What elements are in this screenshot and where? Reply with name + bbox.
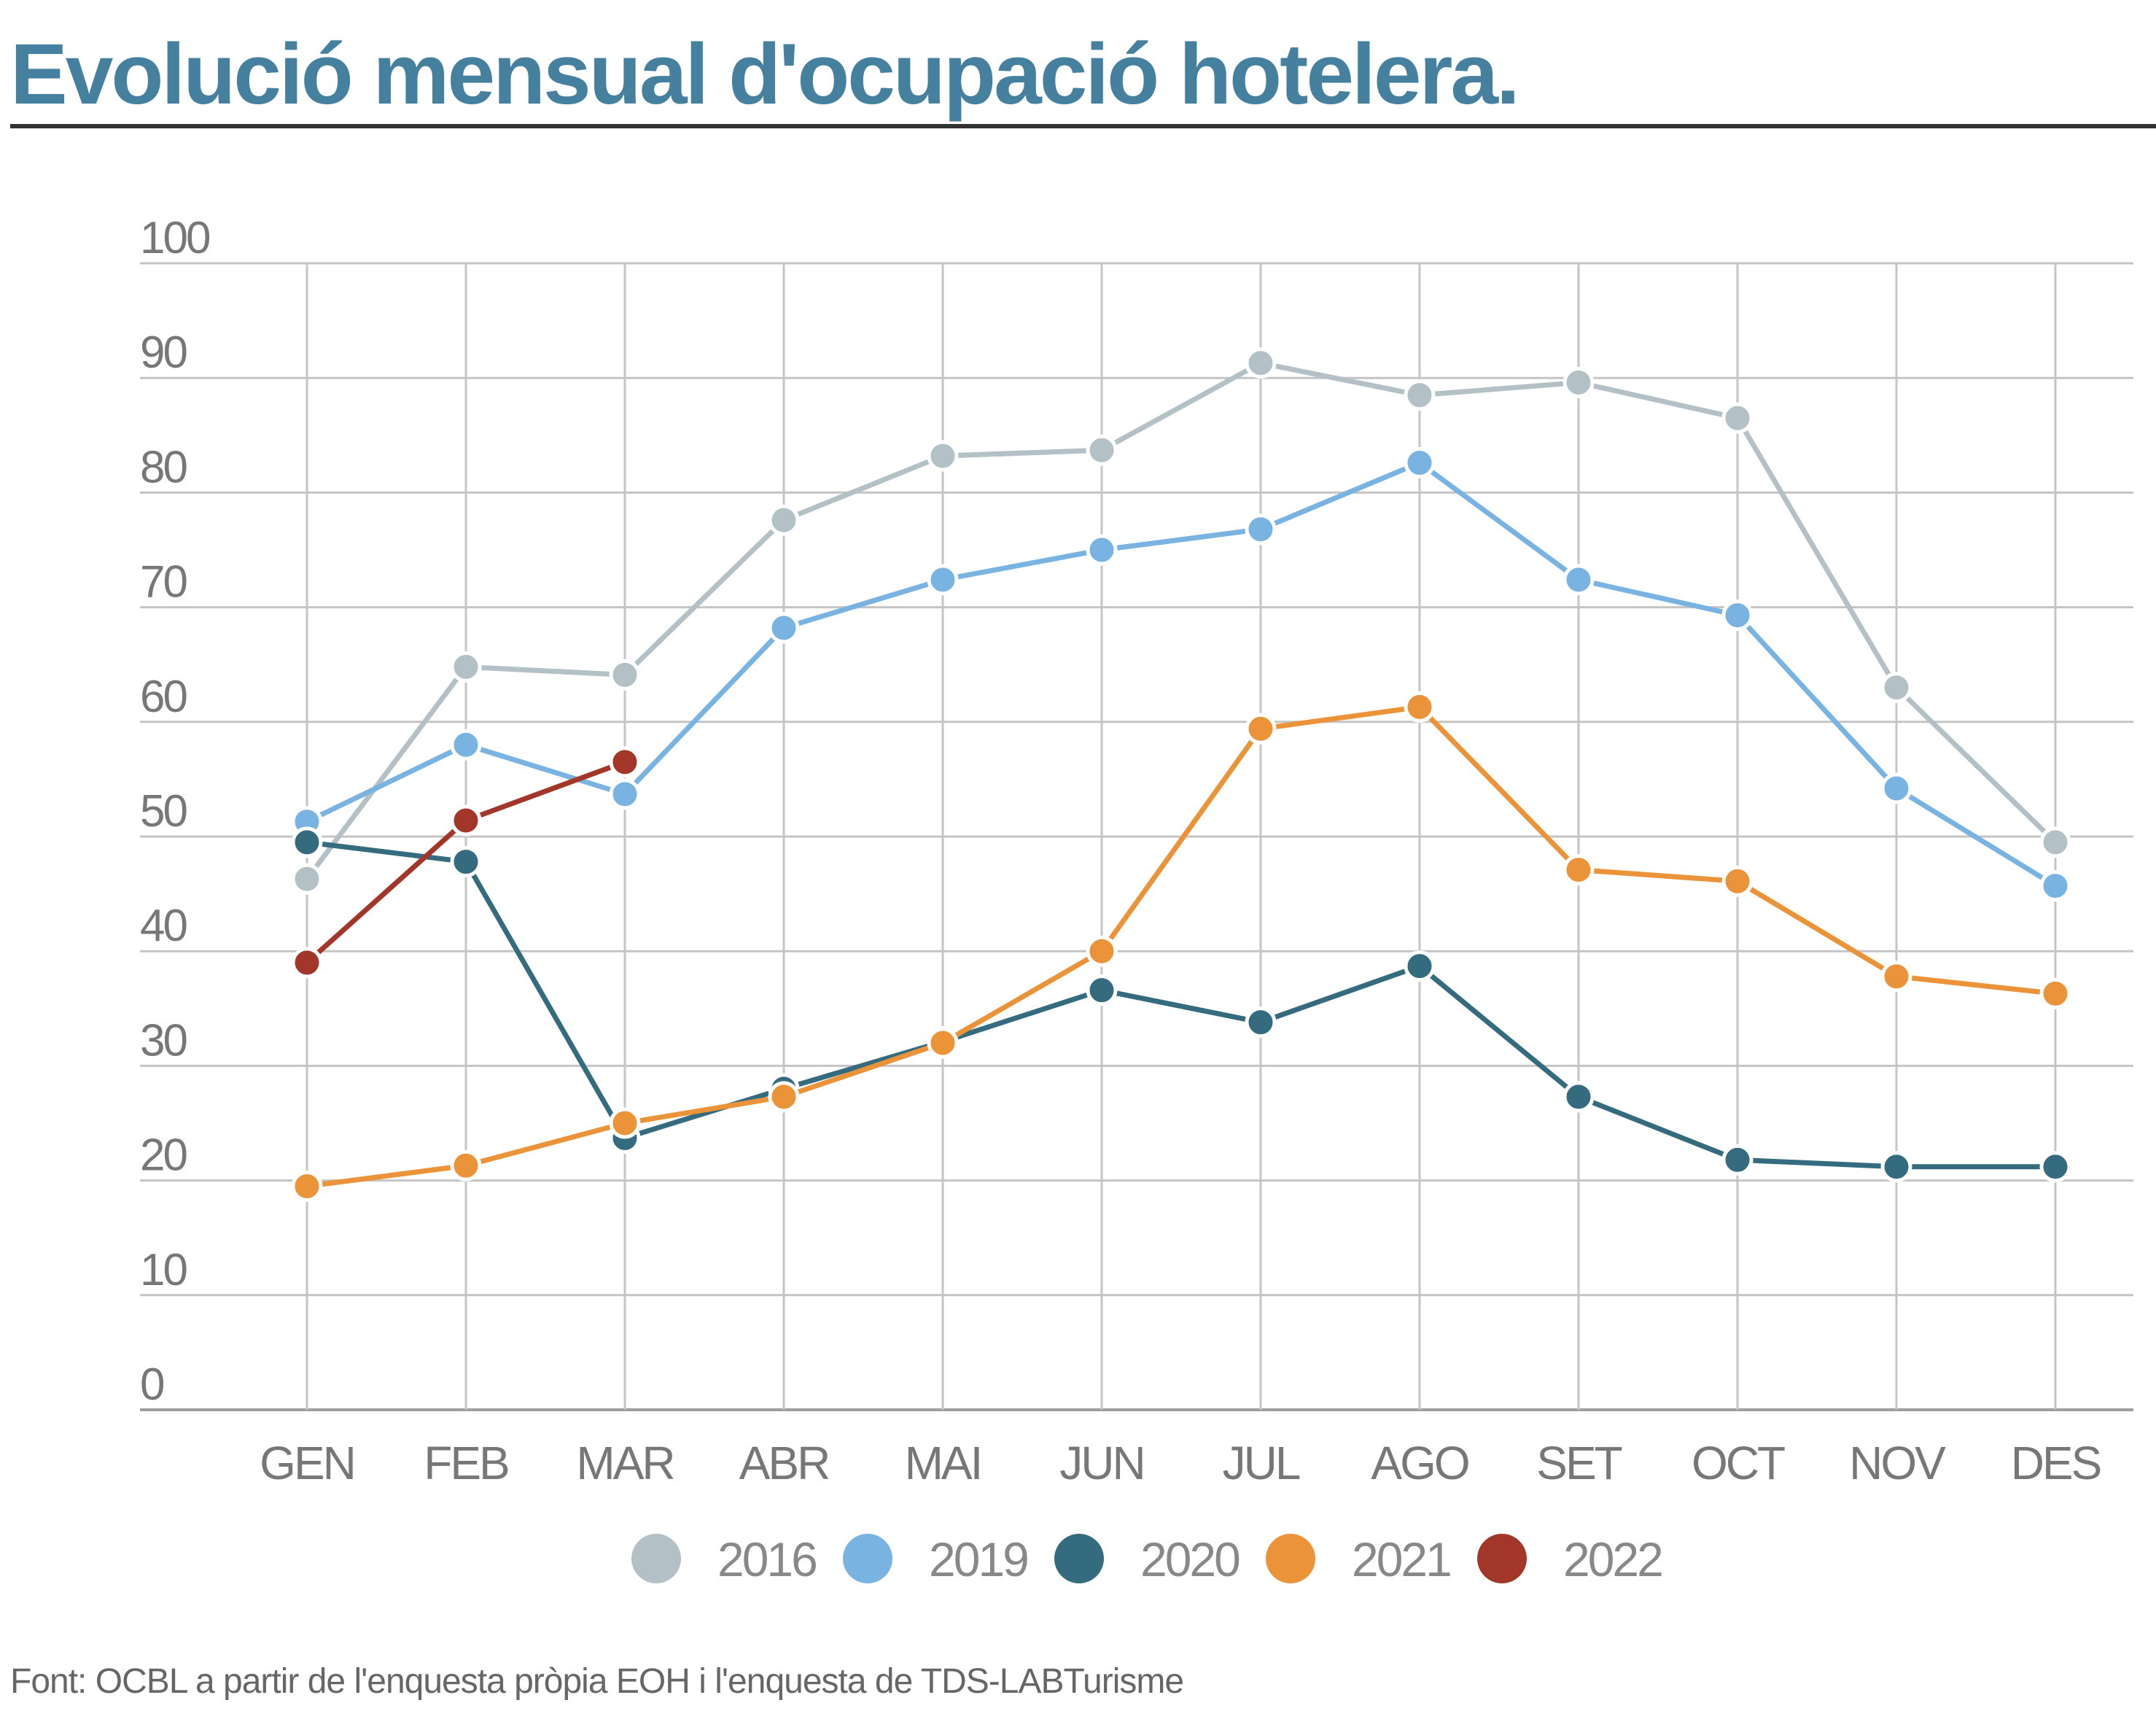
y-tick-label: 40 <box>140 901 187 951</box>
y-tick-label: 90 <box>140 327 187 378</box>
x-tick-label: GEN <box>260 1437 354 1489</box>
data-point-2019 <box>1562 564 1595 596</box>
data-point-2020 <box>1721 1144 1754 1176</box>
data-point-2016 <box>927 440 959 472</box>
x-tick-label: OCT <box>1692 1437 1785 1489</box>
y-tick-label: 0 <box>140 1359 164 1410</box>
data-point-2016 <box>1880 672 1912 704</box>
data-point-2020 <box>2039 1151 2071 1183</box>
data-point-2021 <box>1721 865 1754 897</box>
data-point-2021 <box>2039 977 2071 1009</box>
legend-label-2021: 2021 <box>1352 1532 1450 1586</box>
y-tick-label: 10 <box>140 1245 187 1295</box>
y-tick-label: 100 <box>140 213 210 263</box>
y-tick-label: 80 <box>140 442 187 492</box>
data-point-2020 <box>1880 1151 1912 1183</box>
source-note: Font: OCBL a partir de l'enquesta pròpia… <box>10 1662 1184 1701</box>
data-point-2019 <box>1245 513 1277 546</box>
series <box>291 347 2071 1202</box>
legend-swatch-2016 <box>631 1534 681 1583</box>
data-point-2021 <box>609 1107 641 1139</box>
legend-label-2020: 2020 <box>1140 1532 1239 1586</box>
data-point-2021 <box>291 1170 323 1202</box>
x-tick-label: MAI <box>905 1437 981 1489</box>
data-point-2019 <box>2039 870 2071 902</box>
data-point-2022 <box>450 804 482 837</box>
x-tick-label: AGO <box>1371 1437 1468 1489</box>
x-tick-label: NOV <box>1849 1437 1946 1489</box>
data-point-2020 <box>291 826 323 858</box>
grid <box>140 262 2133 1411</box>
legend-label-2016: 2016 <box>717 1532 816 1586</box>
data-point-2016 <box>1562 366 1595 398</box>
data-point-2021 <box>768 1081 800 1113</box>
data-point-2016 <box>1404 379 1436 411</box>
data-point-2020 <box>1245 1006 1277 1039</box>
data-point-2021 <box>1245 713 1277 745</box>
x-tick-label: JUN <box>1059 1437 1143 1489</box>
data-point-2020 <box>450 846 482 878</box>
y-tick-label: 60 <box>140 672 187 722</box>
series-line-2019 <box>306 460 2057 888</box>
data-point-2016 <box>1086 434 1118 466</box>
legend-label-2019: 2019 <box>929 1532 1027 1586</box>
series-2020 <box>291 826 2071 1183</box>
y-axis-ticks: 0 10 20 30 40 50 60 70 80 90 100 <box>140 213 212 1410</box>
data-point-2016 <box>609 659 641 691</box>
data-point-2019 <box>768 612 800 644</box>
legend-swatch-2019 <box>843 1534 892 1583</box>
data-point-2021 <box>1404 691 1436 723</box>
data-point-2019 <box>450 729 482 761</box>
data-point-2022 <box>609 746 641 778</box>
x-tick-label: DES <box>2011 1437 2101 1489</box>
data-point-2019 <box>1721 600 1754 632</box>
data-point-2019 <box>1404 447 1436 479</box>
series-2016 <box>291 347 2071 895</box>
x-tick-label: SET <box>1536 1437 1622 1489</box>
data-point-2020 <box>1562 1081 1595 1113</box>
x-tick-label: MAR <box>576 1437 674 1489</box>
data-point-2019 <box>1086 534 1118 566</box>
data-point-2020 <box>1086 974 1118 1006</box>
x-tick-label: ABR <box>739 1437 829 1489</box>
series-2019 <box>291 447 2071 902</box>
data-point-2021 <box>1562 854 1595 886</box>
y-tick-label: 70 <box>140 557 187 608</box>
x-tick-label: JUL <box>1223 1437 1300 1489</box>
data-point-2021 <box>1086 935 1118 967</box>
series-line-2020 <box>306 839 2055 1170</box>
data-point-2016 <box>2039 826 2071 858</box>
data-point-2019 <box>1880 772 1912 804</box>
data-point-2016 <box>1721 402 1754 434</box>
legend-swatch-2020 <box>1054 1534 1104 1583</box>
legend-swatch-2021 <box>1266 1534 1315 1583</box>
data-point-2019 <box>609 778 641 810</box>
x-axis-ticks: GEN FEB MAR ABR MAI JUN JUL AGO SET OCT NOV DES <box>260 1437 2102 1489</box>
series-2021 <box>291 691 2071 1202</box>
data-point-2016 <box>768 504 800 536</box>
series-line-2021 <box>306 704 2056 1189</box>
data-point-2016 <box>450 651 482 683</box>
y-tick-label: 30 <box>140 1015 187 1066</box>
legend: 2016 2019 2020 2021 2022 <box>631 1532 1664 1586</box>
data-point-2019 <box>927 564 959 596</box>
data-point-2016 <box>1245 347 1277 379</box>
data-point-2016 <box>291 863 323 895</box>
series-line-2016 <box>305 360 2058 881</box>
y-tick-label: 50 <box>140 786 187 837</box>
data-point-2020 <box>1404 950 1436 982</box>
y-tick-label: 20 <box>140 1130 187 1181</box>
data-point-2021 <box>450 1149 482 1182</box>
legend-label-2022: 2022 <box>1563 1532 1662 1586</box>
data-point-2021 <box>927 1027 959 1059</box>
data-point-2022 <box>291 947 323 979</box>
series-2022 <box>291 746 641 979</box>
chart-title: Evolució mensual d'ocupació hotelera. <box>10 26 1520 123</box>
data-point-2021 <box>1880 961 1912 993</box>
title-rule <box>10 124 2156 128</box>
legend-swatch-2022 <box>1477 1534 1527 1583</box>
x-tick-label: FEB <box>424 1437 508 1489</box>
